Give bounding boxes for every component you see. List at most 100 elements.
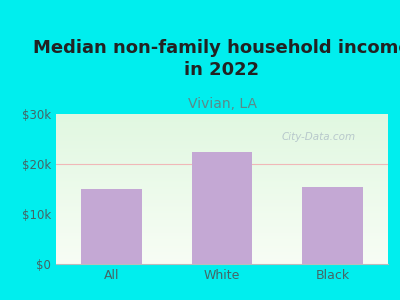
Bar <box>56 193 388 194</box>
Bar <box>56 123 388 124</box>
Bar <box>56 230 388 231</box>
Bar <box>56 240 388 241</box>
Bar <box>56 143 388 144</box>
Bar <box>56 221 388 222</box>
Bar <box>56 226 388 227</box>
Bar <box>56 154 388 155</box>
Text: City-Data.com: City-Data.com <box>282 131 356 142</box>
Bar <box>56 139 388 140</box>
Bar <box>56 234 388 235</box>
Bar <box>56 191 388 192</box>
Bar <box>56 121 388 122</box>
Bar <box>56 163 388 164</box>
Bar <box>56 176 388 177</box>
Bar <box>56 150 388 151</box>
Bar <box>56 246 388 247</box>
Bar <box>56 135 388 136</box>
Bar <box>56 235 388 236</box>
Bar <box>56 238 388 239</box>
Bar <box>56 244 388 245</box>
Bar <box>56 125 388 126</box>
Bar <box>56 210 388 211</box>
Bar <box>56 146 388 147</box>
Bar <box>56 222 388 223</box>
Bar <box>56 155 388 156</box>
Bar <box>56 248 388 249</box>
Bar <box>56 131 388 132</box>
Bar <box>56 213 388 214</box>
Bar <box>56 245 388 246</box>
Text: Vivian, LA: Vivian, LA <box>188 97 256 111</box>
Bar <box>56 259 388 260</box>
Bar <box>56 174 388 175</box>
Bar <box>56 258 388 259</box>
Bar <box>56 117 388 118</box>
Bar <box>56 173 388 174</box>
Bar <box>56 187 388 188</box>
Bar <box>56 229 388 230</box>
Bar <box>56 179 388 180</box>
Bar <box>56 215 388 216</box>
Bar <box>56 153 388 154</box>
Bar <box>56 250 388 251</box>
Bar <box>56 170 388 171</box>
Bar <box>56 161 388 162</box>
Bar <box>56 156 388 157</box>
Bar <box>56 157 388 158</box>
Bar <box>56 212 388 213</box>
Bar <box>56 237 388 238</box>
Bar <box>56 147 388 148</box>
Bar <box>56 204 388 205</box>
Bar <box>56 115 388 116</box>
Bar <box>56 219 388 220</box>
Bar <box>56 223 388 224</box>
Bar <box>56 225 388 226</box>
Bar <box>56 231 388 232</box>
Bar <box>56 238 388 239</box>
Bar <box>56 167 388 168</box>
Bar <box>56 198 388 199</box>
Bar <box>56 207 388 208</box>
Bar <box>56 142 388 143</box>
Bar <box>56 132 388 133</box>
Bar <box>56 118 388 119</box>
Bar <box>56 233 388 234</box>
Bar <box>56 189 388 190</box>
Bar <box>56 180 388 181</box>
Bar <box>56 197 388 198</box>
Bar <box>56 133 388 134</box>
Bar <box>56 119 388 120</box>
Bar <box>56 202 388 203</box>
Bar <box>56 171 388 172</box>
Bar <box>56 160 388 161</box>
Bar <box>56 253 388 254</box>
Bar <box>56 196 388 197</box>
Bar <box>56 236 388 237</box>
Bar <box>56 177 388 178</box>
Bar <box>56 129 388 130</box>
Bar <box>56 128 388 129</box>
Bar <box>56 114 388 115</box>
Bar <box>56 175 388 176</box>
Bar <box>56 208 388 209</box>
Bar <box>56 192 388 193</box>
Bar <box>56 260 388 261</box>
Bar <box>56 178 388 179</box>
Bar <box>56 232 388 233</box>
Bar <box>56 255 388 256</box>
Bar <box>56 261 388 262</box>
Bar <box>56 257 388 258</box>
Bar <box>56 239 388 240</box>
Bar <box>56 190 388 191</box>
Bar <box>56 228 388 229</box>
Bar <box>56 252 388 253</box>
Bar <box>56 169 388 170</box>
Bar <box>56 116 388 117</box>
Bar <box>56 209 388 210</box>
Bar <box>56 130 388 131</box>
Bar <box>56 136 388 137</box>
Bar <box>56 227 388 228</box>
Bar <box>56 122 388 123</box>
Bar <box>56 216 388 217</box>
Bar <box>56 126 388 127</box>
